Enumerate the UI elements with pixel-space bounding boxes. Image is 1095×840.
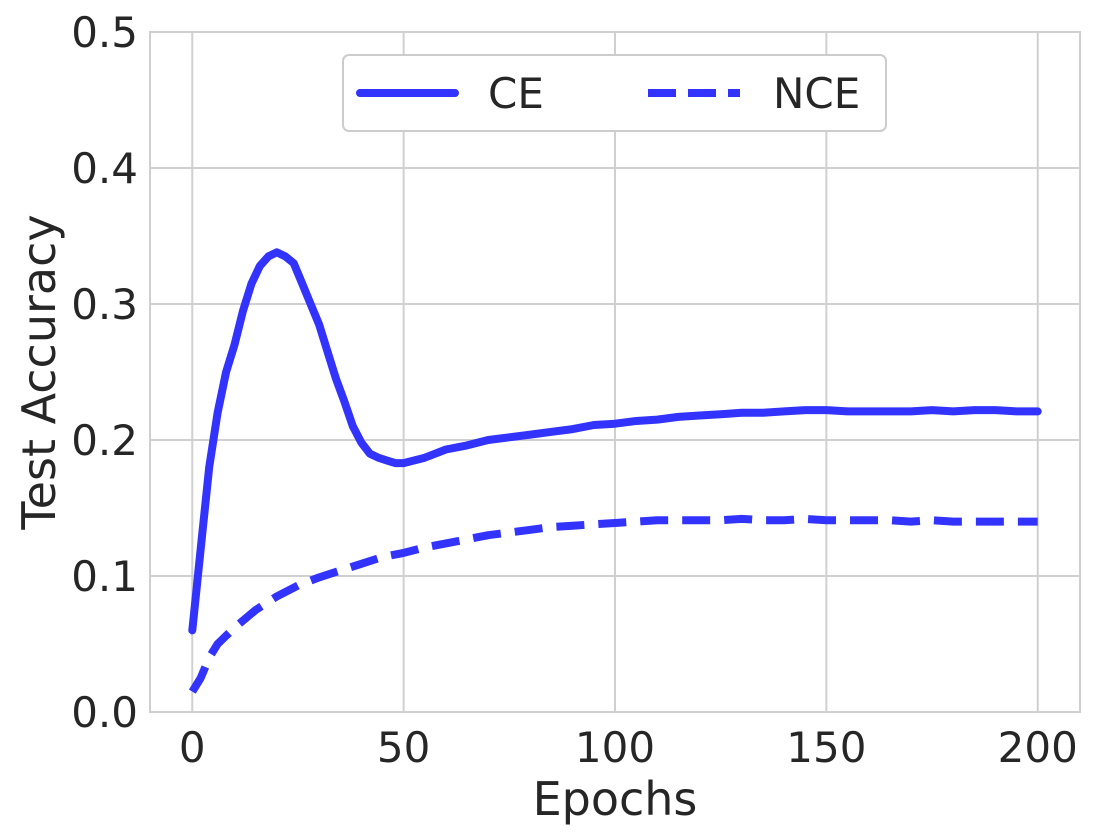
- y-tick-label: 0.4: [71, 144, 138, 193]
- y-tick-label: 0.3: [71, 280, 138, 329]
- x-axis-title: Epochs: [533, 772, 698, 826]
- series-line-ce: [188, 248, 1042, 635]
- x-tick-label: 150: [786, 723, 866, 772]
- y-tick-label: 0.0: [71, 688, 138, 737]
- y-axis-title: Test Accuracy: [12, 214, 66, 530]
- legend-ce-label: CE: [488, 69, 544, 118]
- x-tick-label: 200: [998, 723, 1078, 772]
- y-tick-label: 0.2: [71, 416, 138, 465]
- legend-nce-label: NCE: [773, 69, 860, 118]
- y-tick-label: 0.5: [71, 8, 138, 57]
- grid-lines: [149, 31, 1081, 713]
- x-tick-label: 100: [575, 723, 655, 772]
- series-line-nce: [188, 514, 1038, 694]
- tick-labels: 0 50 100 150 200 0.0 0.1 0.2 0.3 0.4 0.5: [71, 8, 1078, 772]
- x-tick-label: 50: [377, 723, 430, 772]
- legend: CE NCE: [342, 54, 887, 132]
- plot-border: [149, 31, 1081, 713]
- x-tick-label: 0: [179, 723, 206, 772]
- legend-box: [342, 54, 887, 132]
- y-tick-label: 0.1: [71, 552, 138, 601]
- series-layer: [188, 248, 1042, 694]
